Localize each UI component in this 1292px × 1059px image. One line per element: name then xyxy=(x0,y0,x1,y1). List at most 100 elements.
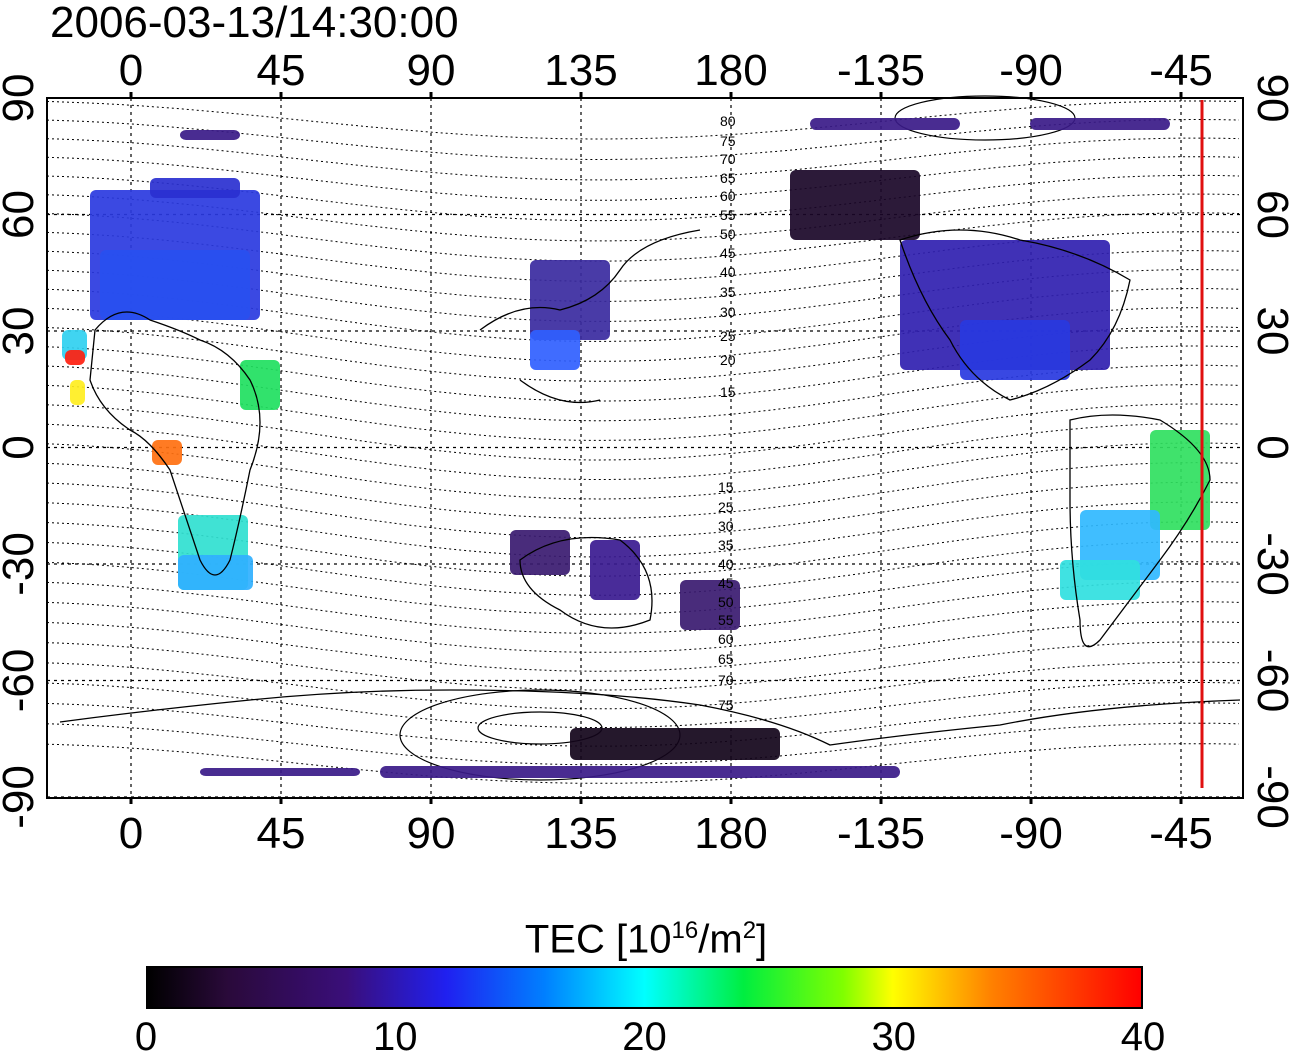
top-lon-label: 180 xyxy=(694,46,767,95)
top-lon-label: -45 xyxy=(1149,46,1213,95)
contour-labels: 80 75 70 65 60 55 50 45 40 35 30 25 20 15 15 25 30 35 40 45… xyxy=(718,113,736,713)
left-lat-label: 30 xyxy=(0,307,43,356)
contour-label: 75 xyxy=(720,133,736,149)
contour-label: 30 xyxy=(720,304,736,320)
colorbar-tick-label: 30 xyxy=(871,1015,917,1059)
contour-line xyxy=(46,743,1240,784)
contour-label: 25 xyxy=(720,328,736,344)
colorbar-tick-label: 0 xyxy=(134,1015,158,1059)
tec-patch xyxy=(790,170,920,240)
tick xyxy=(1029,92,1033,98)
coastline xyxy=(519,536,653,629)
tick xyxy=(879,92,883,98)
contour-label: 45 xyxy=(718,575,734,591)
colorbar-tick-label: 40 xyxy=(1120,1015,1166,1059)
top-lon-label: 135 xyxy=(544,46,617,95)
tick xyxy=(729,92,733,98)
tec-patch xyxy=(200,768,360,776)
tick xyxy=(879,798,883,804)
bottom-lon-label: 135 xyxy=(544,809,617,858)
right-lat-label: 90 xyxy=(1248,74,1292,123)
right-lat-label: -60 xyxy=(1248,649,1292,713)
coastline xyxy=(479,229,701,404)
contour-label: 35 xyxy=(718,537,734,553)
contour-label: 45 xyxy=(720,245,736,261)
tick xyxy=(429,798,433,804)
left-lat-label: 90 xyxy=(0,74,43,123)
tick xyxy=(279,92,283,98)
contour-label: 50 xyxy=(718,594,734,610)
contour-label: 15 xyxy=(718,479,734,495)
tec-patch xyxy=(240,360,280,410)
contour-label: 80 xyxy=(720,113,736,129)
bottom-lon-label: 180 xyxy=(694,809,767,858)
tec-patch xyxy=(1060,560,1140,600)
coastline xyxy=(899,229,1131,401)
tick xyxy=(1179,798,1183,804)
tick xyxy=(1179,92,1183,98)
top-lon-label: -135 xyxy=(837,46,925,95)
contour-label: 60 xyxy=(718,631,734,647)
bottom-lon-label: 90 xyxy=(407,809,456,858)
contour-label: 55 xyxy=(718,612,734,628)
tec-map: 80 75 70 65 60 55 50 45 40 35 30 25 20 15 15 25 30 35 40 45… xyxy=(0,46,1292,858)
contour-label: 70 xyxy=(720,151,736,167)
coastline xyxy=(59,689,1241,746)
tec-patch xyxy=(70,380,85,405)
contour-label: 65 xyxy=(720,170,736,186)
tec-patch xyxy=(680,580,740,630)
contour-label: 15 xyxy=(720,384,736,400)
contour-line xyxy=(46,137,1240,181)
tick xyxy=(579,798,583,804)
tec-patch xyxy=(65,350,85,365)
tick xyxy=(579,92,583,98)
tec-patch xyxy=(100,250,250,320)
colorbar-title: TEC [1016/m2] xyxy=(524,917,768,962)
tec-patch xyxy=(1030,118,1170,130)
contour-line xyxy=(46,100,1240,140)
right-lat-label: 30 xyxy=(1248,307,1292,356)
tec-patch xyxy=(590,540,640,600)
contour-label: 25 xyxy=(718,499,734,515)
coastline xyxy=(89,311,261,576)
tec-patch xyxy=(570,728,780,760)
colorbar-tick-label: 10 xyxy=(373,1015,418,1059)
left-lat-label: 60 xyxy=(0,190,43,239)
top-lon-label: 0 xyxy=(119,46,143,95)
contour-label: 40 xyxy=(718,556,734,572)
colorbar xyxy=(146,966,1143,1009)
tec-patch xyxy=(510,530,570,575)
left-lat-label: -90 xyxy=(0,765,43,829)
contour-label: 60 xyxy=(720,188,736,204)
contour-label: 30 xyxy=(718,518,734,534)
axis-labels: 0 45 90 135 180 -135 -90 -450 45 90 135 180 -135 -90-… xyxy=(0,46,1292,858)
coastlines xyxy=(59,229,1241,746)
tec-patch xyxy=(152,440,182,465)
contour-label: 65 xyxy=(718,651,734,667)
tick xyxy=(429,92,433,98)
top-lon-label: 90 xyxy=(407,46,456,95)
bottom-lon-label: -45 xyxy=(1149,809,1213,858)
bottom-lon-label: 45 xyxy=(257,809,306,858)
tick xyxy=(1029,798,1033,804)
tick xyxy=(729,798,733,804)
bottom-lon-label: 0 xyxy=(119,809,143,858)
tec-patch xyxy=(150,178,240,198)
contour-label: 70 xyxy=(718,672,734,688)
left-lat-label: 0 xyxy=(0,435,43,459)
left-lat-label: -30 xyxy=(0,532,43,596)
right-lat-label: 0 xyxy=(1248,435,1292,459)
right-lat-label: 60 xyxy=(1248,190,1292,239)
timestamp: 2006-03-13/14:30:00 xyxy=(50,0,459,47)
contour-label: 20 xyxy=(720,352,736,368)
tec-patch xyxy=(810,118,960,130)
bottom-lon-label: -90 xyxy=(999,809,1063,858)
contour-label: 75 xyxy=(718,697,734,713)
top-lon-label: 45 xyxy=(257,46,306,95)
tec-patch xyxy=(1150,430,1210,530)
contour-line xyxy=(46,722,1240,766)
tick xyxy=(129,798,133,804)
tec-patch xyxy=(380,766,900,778)
grid-lines xyxy=(47,92,1243,804)
coastline xyxy=(1069,414,1211,648)
